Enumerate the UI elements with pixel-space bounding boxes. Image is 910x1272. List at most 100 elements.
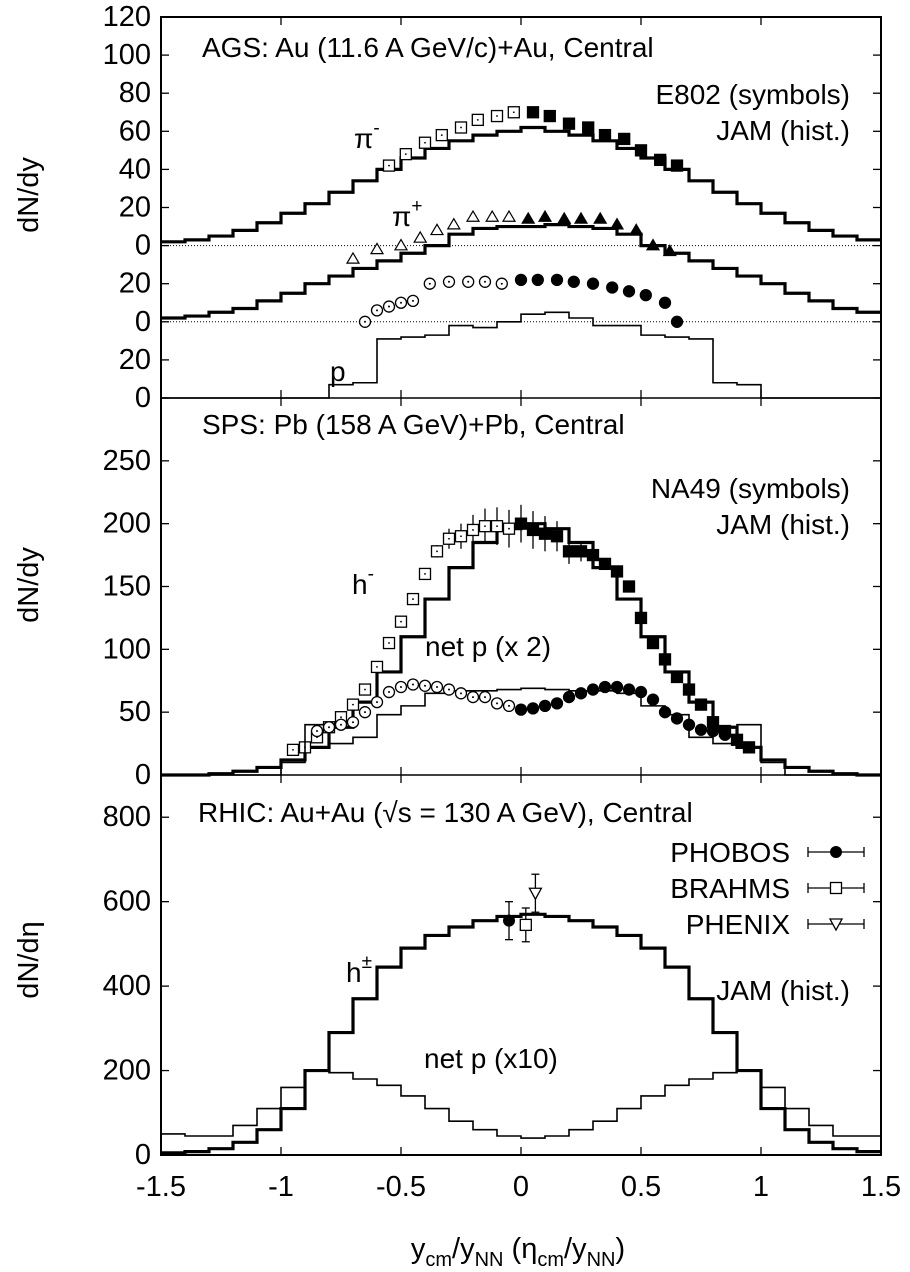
data-point <box>574 687 588 700</box>
label-pim: π- <box>354 118 380 154</box>
y-tick-label: 120 <box>103 1 151 33</box>
ags-legend-model: JAM (hist.) <box>716 115 850 146</box>
x-tick-label: 0.5 <box>621 1171 661 1203</box>
data-point-dot <box>400 620 402 623</box>
hist-π⁻ <box>161 125 881 244</box>
data-point-dot <box>508 704 510 707</box>
data-point-dot <box>424 573 426 575</box>
data-point-dot <box>340 716 342 719</box>
data-point <box>550 273 564 287</box>
y-tick-label: 0 <box>135 230 151 262</box>
data-point-dot <box>424 684 426 687</box>
data-point <box>606 281 619 294</box>
data-point-dot <box>328 726 330 729</box>
data-point <box>413 230 428 243</box>
data-point <box>514 273 528 287</box>
data-point-dot <box>500 282 503 285</box>
data-point <box>610 565 624 578</box>
data-point <box>550 697 564 710</box>
data-point-dot <box>364 711 366 714</box>
data-point-dot <box>364 320 366 323</box>
y-tick-label: 100 <box>103 39 151 71</box>
sps-legend-model: JAM (hist.) <box>716 509 850 540</box>
data-point <box>718 728 732 741</box>
data-point <box>610 680 624 694</box>
data-point <box>598 680 612 694</box>
x-tick-label: 0 <box>513 1171 529 1203</box>
y-tick-label: 400 <box>103 970 151 1002</box>
data-point <box>645 238 661 251</box>
data-point <box>682 683 696 696</box>
x-axis-label: ycm/yNN (ηcm/yNN) <box>411 1233 625 1271</box>
hist-π⁺ <box>161 223 881 320</box>
data-point <box>706 724 720 738</box>
data-point <box>393 238 409 251</box>
brahms-point <box>519 918 532 932</box>
data-point <box>538 699 552 713</box>
y-tick-label: 40 <box>119 153 151 185</box>
data-point <box>345 251 361 264</box>
data-point <box>694 698 708 711</box>
data-point-dot <box>484 696 486 699</box>
panel-sps: 0 50 100 150 200 250 <box>103 445 881 791</box>
data-point <box>582 121 595 134</box>
data-point <box>622 580 636 593</box>
data-point <box>514 517 528 530</box>
data-point <box>634 611 648 625</box>
data-point <box>531 273 544 287</box>
y-tick-label: 20 <box>119 344 151 376</box>
data-point <box>501 209 517 222</box>
data-point-dot <box>472 529 474 531</box>
data-point-dot <box>388 642 390 644</box>
hist-p <box>161 311 881 399</box>
data-point <box>562 117 576 130</box>
data-point-dot <box>316 730 318 733</box>
data-point <box>465 209 481 222</box>
data-point-dot <box>476 118 479 121</box>
data-point <box>658 296 672 309</box>
data-point <box>485 209 500 222</box>
data-point-dot <box>412 683 414 686</box>
data-point-dot <box>472 696 474 699</box>
data-point-dot <box>376 701 378 704</box>
label-p: p <box>330 356 346 387</box>
data-point-dot <box>484 525 486 528</box>
hist-net p <box>161 1069 881 1139</box>
y-tick-label: 200 <box>103 508 151 540</box>
sps-ylabel: dN/dy <box>13 547 45 623</box>
y-tick-label: 50 <box>119 696 151 728</box>
data-point-dot <box>376 309 378 312</box>
x-tick-label: 1 <box>753 1171 769 1203</box>
panel-rhic: 0 200 400 600 800 <box>103 801 881 1171</box>
data-point <box>526 106 540 119</box>
data-point-dot <box>508 527 510 530</box>
data-point <box>446 217 461 230</box>
sps-legend-data: NA49 (symbols) <box>651 473 850 504</box>
data-point <box>573 211 589 224</box>
y-tick-label: 150 <box>103 571 151 603</box>
data-point-dot <box>424 141 426 144</box>
ags-title: AGS: Au (11.6 A GeV/c)+Au, Central <box>202 32 654 63</box>
y-tick-label: 20 <box>119 268 151 300</box>
x-tick-label: -1 <box>268 1171 294 1203</box>
data-point <box>429 223 445 236</box>
legend-marker-brahms <box>829 881 843 895</box>
data-point <box>622 285 636 298</box>
data-point-dot <box>352 703 354 706</box>
data-point <box>670 712 684 725</box>
data-point <box>562 690 576 704</box>
data-point-dot <box>448 280 450 283</box>
data-point <box>567 275 580 288</box>
data-point-dot <box>460 692 462 695</box>
data-point-dot <box>512 111 515 114</box>
data-point <box>646 693 660 706</box>
data-point-dot <box>467 280 470 283</box>
hist-net p <box>161 687 881 776</box>
data-point <box>658 653 672 666</box>
data-point-dot <box>388 305 390 308</box>
data-point-dot <box>484 280 486 283</box>
data-point <box>550 530 564 543</box>
data-point <box>586 277 600 290</box>
data-point-dot <box>412 598 414 600</box>
y-tick-label: 20 <box>119 192 151 224</box>
